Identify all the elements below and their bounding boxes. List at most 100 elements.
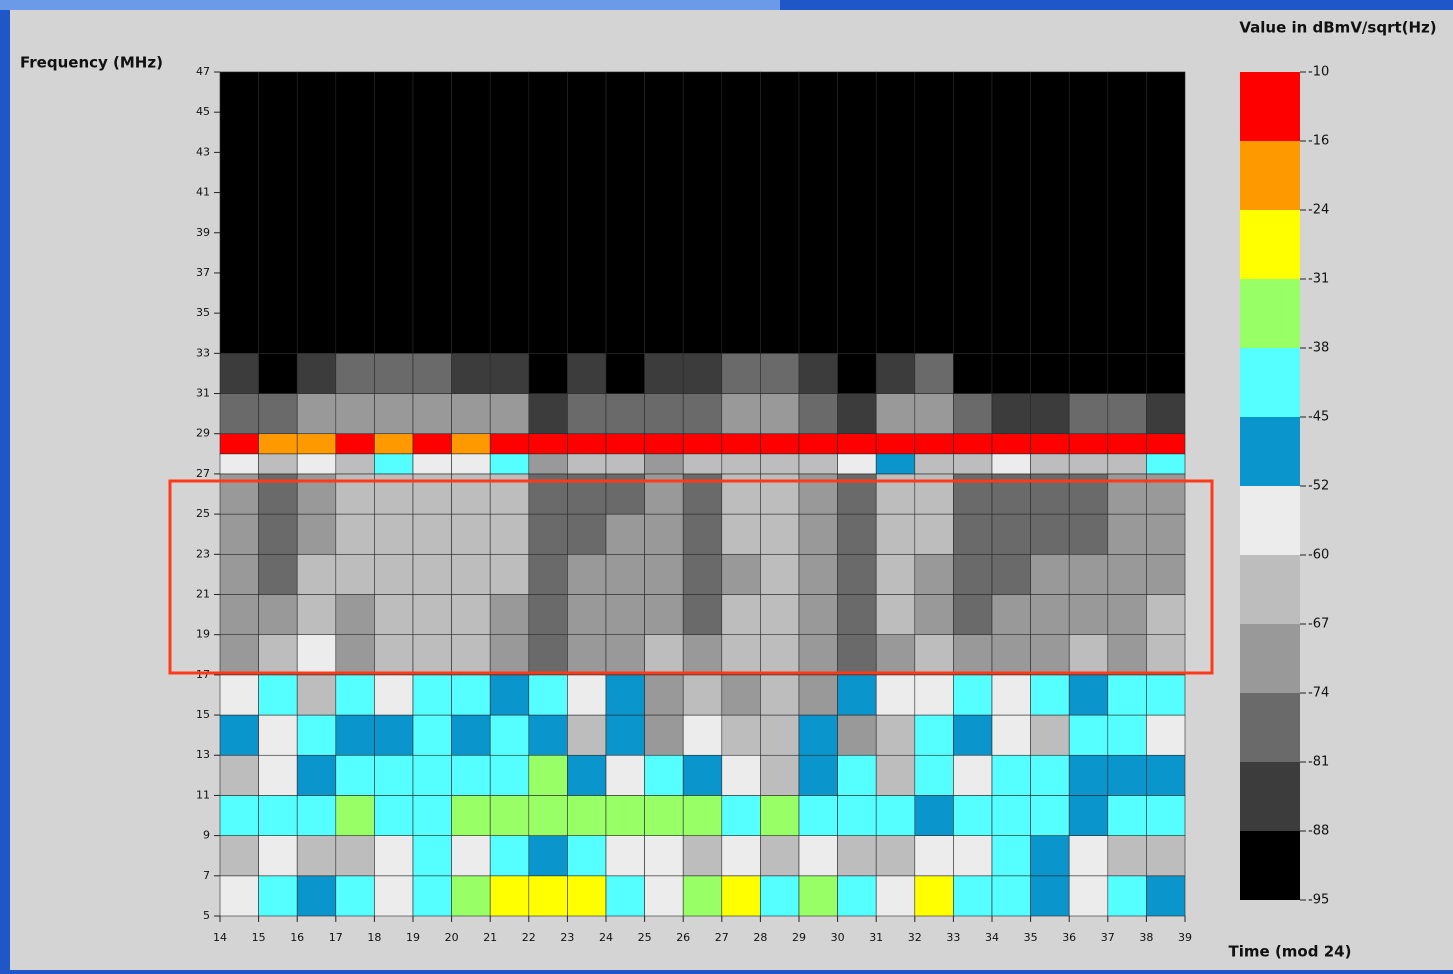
heat-cell [606,635,645,675]
heat-cell [645,675,684,715]
x-tick-label: 16 [290,931,304,944]
heat-cell [876,635,915,675]
y-tick-label: 35 [196,306,210,319]
heat-cell [722,876,761,916]
heat-cell [220,353,259,393]
heat-cell [220,715,259,755]
heat-cell [876,755,915,795]
y-tick-label: 19 [196,628,210,641]
heat-cell [1069,594,1108,634]
heat-cell [722,434,761,454]
heat-cell [722,514,761,554]
heat-cell [1069,72,1108,353]
heat-cell [1108,594,1147,634]
heat-cell [1031,795,1070,835]
heat-cell [336,755,375,795]
heat-cell [953,394,992,434]
heat-cell [1108,394,1147,434]
heat-cell [259,594,298,634]
heat-cell [606,876,645,916]
colorbar-segment [1240,279,1300,348]
heat-cell [992,635,1031,675]
heat-cell [606,795,645,835]
x-tick-label: 27 [715,931,729,944]
heat-cell [374,876,413,916]
heat-cell [529,72,568,353]
heat-cell [452,876,491,916]
heat-cell [606,514,645,554]
x-tick-label: 15 [252,931,266,944]
heat-cell [1069,876,1108,916]
heat-cell [336,394,375,434]
heat-cell [876,675,915,715]
heat-cell [567,514,606,554]
heat-cell [799,514,838,554]
heat-cell [567,635,606,675]
heat-cell [452,675,491,715]
heat-cell [1146,514,1185,554]
heat-cell [529,755,568,795]
heat-cell [1146,72,1185,353]
heat-cell [567,454,606,474]
heat-cell [838,514,877,554]
heat-cell [915,635,954,675]
heat-cell [1108,795,1147,835]
heat-cell [722,675,761,715]
heat-cell [645,554,684,594]
y-tick-label: 15 [196,708,210,721]
heat-cell [953,715,992,755]
heat-cell [683,72,722,353]
colorbar-segment [1240,417,1300,486]
heat-cell [876,353,915,393]
heat-cell [1069,514,1108,554]
heat-cell [683,434,722,454]
heat-cell [529,635,568,675]
y-axis-label: Frequency (MHz) [20,54,163,72]
heat-cell [490,514,529,554]
heat-cell [838,594,877,634]
heat-cell [413,635,452,675]
heat-cell [915,454,954,474]
heat-cell [1031,434,1070,454]
heat-cell [992,434,1031,454]
heat-cell [336,876,375,916]
heat-cell [953,72,992,353]
heat-cell [953,353,992,393]
heat-cell [992,454,1031,474]
x-tick-label: 39 [1178,931,1192,944]
heat-cell [953,755,992,795]
heat-cell [1108,635,1147,675]
heat-cell [1146,594,1185,634]
heat-cell [1108,675,1147,715]
heat-cell [220,755,259,795]
heat-cell [606,836,645,876]
x-tick-label: 32 [908,931,922,944]
heat-cell [760,876,799,916]
heat-cell [838,675,877,715]
heat-cell [374,715,413,755]
heat-cell [1146,394,1185,434]
heat-cell [760,635,799,675]
heat-cell [838,755,877,795]
heat-cell [645,353,684,393]
heat-cell [606,454,645,474]
heat-cell [297,715,336,755]
heat-cell [413,876,452,916]
heat-cell [529,795,568,835]
heat-cell [452,715,491,755]
colorbar-label: Value in dBmV/sqrt(Hz) [1239,19,1436,37]
heat-cell [760,675,799,715]
colorbar-tick-label: -24 [1308,203,1329,218]
heat-cell [259,715,298,755]
colorbar-tick-label: -16 [1308,134,1329,149]
heat-cell [1146,795,1185,835]
heat-cell [490,353,529,393]
heat-cell [220,434,259,454]
heat-cell [413,715,452,755]
x-tick-label: 25 [638,931,652,944]
heat-cell [1146,635,1185,675]
heat-cell [220,394,259,434]
heat-cell [953,635,992,675]
heat-cell [220,876,259,916]
heat-cell [529,554,568,594]
